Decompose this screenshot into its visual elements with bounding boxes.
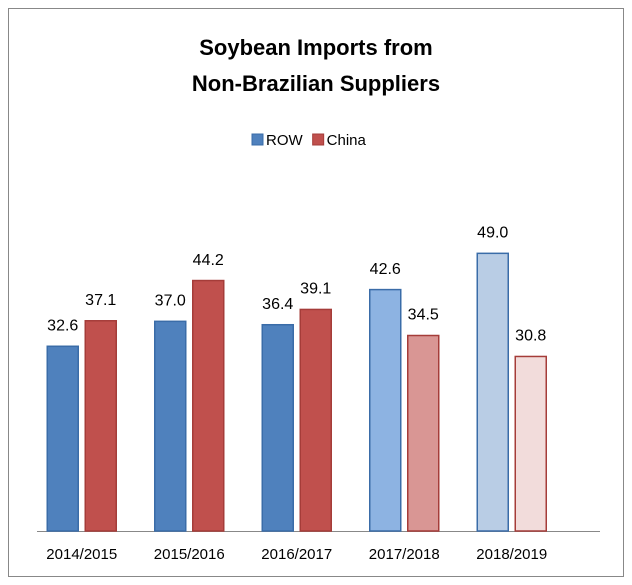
data-label: 42.6 — [370, 261, 401, 278]
x-tick-label: 2014/2015 — [46, 546, 117, 563]
data-label: 37.0 — [155, 293, 186, 310]
x-tick-label: 2018/2019 — [476, 546, 547, 563]
x-tick-label: 2017/2018 — [369, 546, 440, 563]
data-label: 36.4 — [262, 296, 293, 313]
chart-title: Soybean Imports from — [199, 35, 432, 60]
bar — [514, 355, 547, 532]
legend-label: ROW — [266, 132, 304, 149]
data-label: 34.5 — [408, 307, 439, 324]
x-tick-label: 2015/2016 — [154, 546, 225, 563]
data-label: 39.1 — [300, 281, 331, 298]
data-label: 32.6 — [47, 317, 78, 334]
bar — [192, 279, 225, 532]
data-label: 44.2 — [193, 252, 224, 269]
bar — [84, 320, 117, 532]
legend-swatch — [251, 133, 264, 146]
bar — [46, 345, 79, 532]
bar — [261, 323, 294, 532]
data-label: 37.1 — [85, 292, 116, 309]
bar — [154, 320, 187, 532]
bar — [369, 288, 402, 532]
bar — [476, 252, 509, 532]
chart-title: Non-Brazilian Suppliers — [192, 71, 440, 96]
x-tick-label: 2016/2017 — [261, 546, 332, 563]
bar — [407, 334, 440, 532]
legend-label: China — [327, 132, 367, 149]
bar — [299, 308, 332, 532]
data-label: 49.0 — [477, 225, 508, 242]
data-label: 30.8 — [515, 328, 546, 345]
legend-swatch — [312, 133, 325, 146]
